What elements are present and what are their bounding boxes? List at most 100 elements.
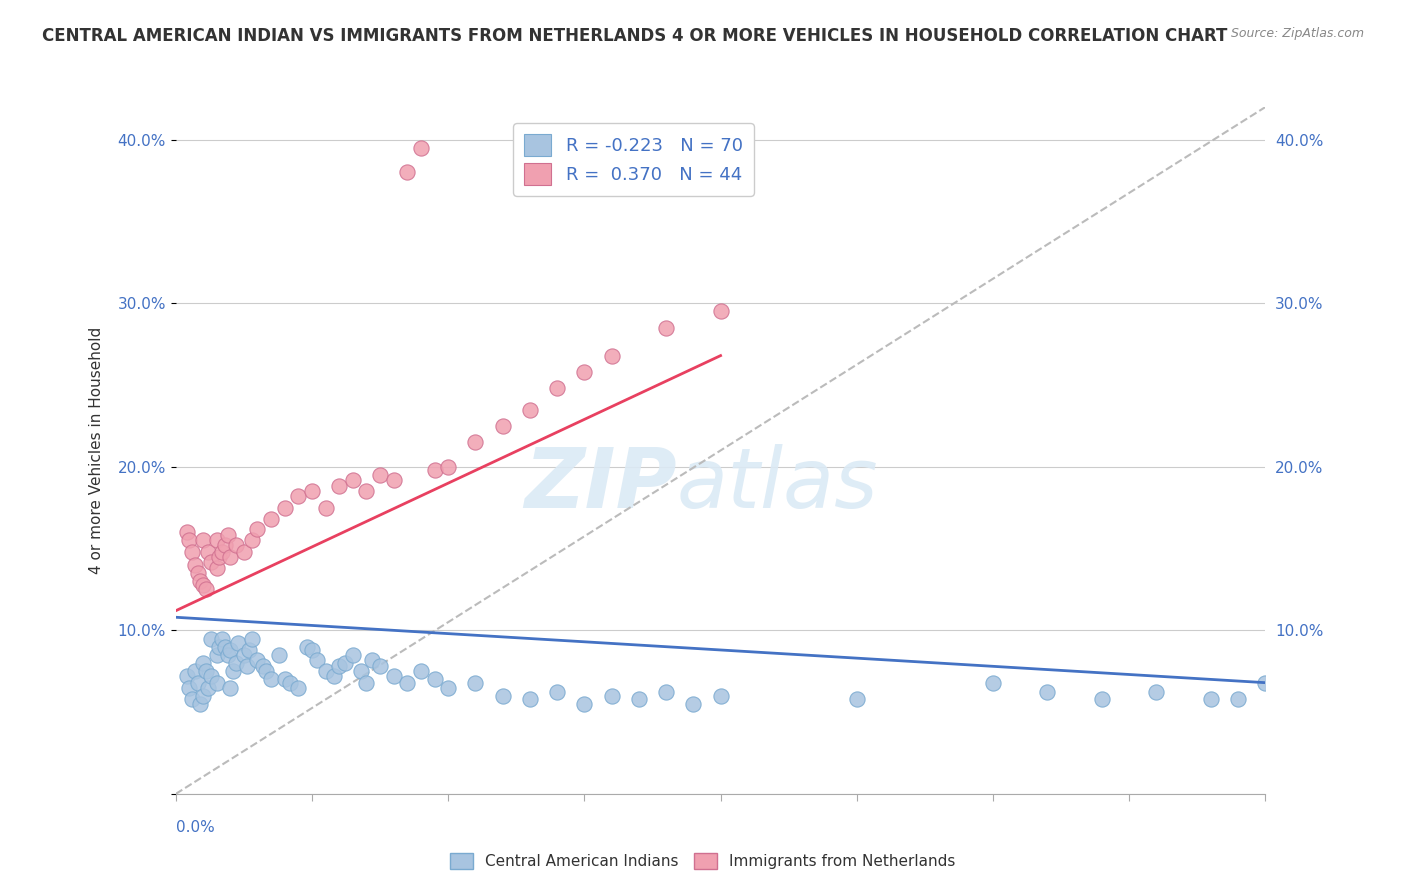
Point (1144, 685, 1167, 699)
Point (191, 533, 214, 548)
Point (194, 582, 217, 597)
Point (235, 659, 257, 673)
Point (301, 484, 323, 499)
Point (356, 484, 378, 499)
Point (214, 640, 236, 654)
Point (382, 669, 405, 683)
Point (181, 692, 204, 706)
Point (350, 664, 373, 679)
Point (655, 685, 678, 699)
Point (219, 549, 242, 564)
Point (211, 545, 233, 559)
Point (274, 500, 297, 515)
Point (200, 555, 222, 569)
Point (519, 402, 541, 417)
Point (219, 681, 242, 695)
Point (205, 533, 228, 548)
Point (409, 664, 432, 679)
Point (845, 692, 868, 706)
Point (176, 525, 198, 540)
Point (333, 656, 356, 670)
Point (191, 577, 214, 591)
Point (214, 538, 236, 552)
Point (217, 648, 239, 662)
Point (197, 545, 219, 559)
Point (464, 675, 486, 690)
Point (342, 473, 364, 487)
Point (274, 673, 297, 687)
Point (240, 632, 263, 646)
Point (208, 549, 231, 564)
Point (1091, 692, 1114, 706)
Point (200, 632, 222, 646)
Point (301, 643, 323, 657)
Text: CENTRAL AMERICAN INDIAN VS IMMIGRANTS FROM NETHERLANDS 4 OR MORE VEHICLES IN HOU: CENTRAL AMERICAN INDIAN VS IMMIGRANTS FR… (42, 27, 1227, 45)
Point (1036, 685, 1059, 699)
Point (232, 648, 254, 662)
Point (710, 304, 733, 318)
Point (492, 689, 515, 703)
Point (396, 165, 419, 179)
Point (252, 659, 274, 673)
Point (437, 459, 460, 474)
Legend: Central American Indians, Immigrants from Netherlands: Central American Indians, Immigrants fro… (444, 847, 962, 875)
Point (356, 675, 378, 690)
Point (368, 467, 391, 482)
Point (1199, 692, 1222, 706)
Point (186, 566, 209, 580)
Point (225, 538, 247, 552)
Point (437, 681, 460, 695)
Point (546, 685, 568, 699)
Point (260, 673, 283, 687)
Point (184, 664, 207, 679)
Point (655, 321, 678, 335)
Point (194, 664, 217, 679)
Point (184, 558, 207, 572)
Point (181, 545, 204, 559)
Point (176, 669, 198, 683)
Point (238, 643, 260, 657)
Point (246, 653, 269, 667)
Point (179, 681, 201, 695)
Point (409, 141, 432, 155)
Point (191, 689, 214, 703)
Point (200, 669, 222, 683)
Point (682, 697, 704, 711)
Point (328, 479, 350, 493)
Point (287, 681, 309, 695)
Point (981, 675, 1004, 690)
Point (197, 681, 219, 695)
Point (322, 669, 344, 683)
Point (211, 632, 233, 646)
Point (228, 636, 250, 650)
Point (179, 533, 201, 548)
Point (1227, 692, 1250, 706)
Point (464, 435, 486, 450)
Point (287, 489, 309, 503)
Point (382, 473, 405, 487)
Point (600, 349, 623, 363)
Point (710, 689, 733, 703)
Point (600, 689, 623, 703)
Point (188, 697, 211, 711)
Point (546, 381, 568, 395)
Point (225, 656, 247, 670)
Point (222, 664, 245, 679)
Point (205, 561, 228, 575)
Text: 0.0%: 0.0% (176, 820, 215, 835)
Point (492, 418, 515, 433)
Point (423, 673, 446, 687)
Point (396, 675, 419, 690)
Point (1254, 675, 1277, 690)
Point (205, 675, 228, 690)
Text: atlas: atlas (678, 444, 879, 525)
Point (186, 675, 209, 690)
Legend: R = -0.223   N = 70, R =  0.370   N = 44: R = -0.223 N = 70, R = 0.370 N = 44 (513, 123, 754, 196)
Point (219, 643, 242, 657)
Point (368, 659, 391, 673)
Point (519, 692, 541, 706)
Point (260, 512, 283, 526)
Point (315, 664, 337, 679)
Point (360, 653, 382, 667)
Point (246, 522, 269, 536)
